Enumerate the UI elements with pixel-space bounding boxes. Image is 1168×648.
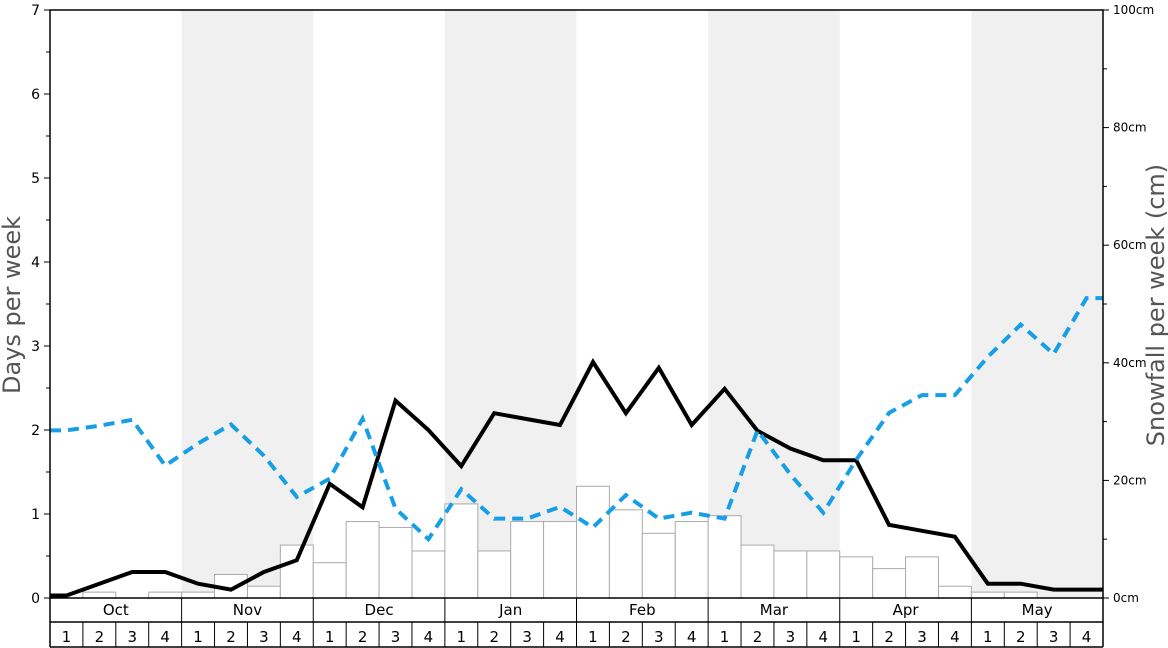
data-lines [50,296,1103,598]
week-label: 1 [588,628,598,646]
bar-week-14 [477,550,512,599]
month-shade-jan [444,10,577,598]
week-label: 3 [917,628,927,646]
y-axis-right: 0cm 20cm 40cm 60cm 80cm 100cm [1103,3,1154,605]
y-tick-label: 7 [31,3,40,19]
week-label: 2 [358,628,368,646]
bar-week-5 [181,591,216,599]
bar-week-17 [576,485,610,599]
week-label: 3 [259,628,269,646]
y2-tick-label: 100cm [1113,3,1154,17]
bar-week-10 [345,521,380,599]
week-label: 3 [127,628,137,646]
y-axis-title-left: Days per week [0,216,26,394]
week-label: 4 [819,628,829,646]
week-label: 2 [489,628,499,646]
bar-week-29 [970,591,1005,599]
y-tick-label: 4 [31,255,40,271]
bar-week-15 [510,521,545,599]
week-label: 1 [720,628,730,646]
y2-tick-label: 0cm [1113,591,1139,605]
y-tick-label: 2 [31,423,40,439]
month-label: Mar [760,601,789,619]
month-label: Apr [893,601,920,619]
week-label: 3 [391,628,401,646]
bar-week-25 [839,556,874,599]
month-label: Oct [103,601,129,619]
week-label: 2 [621,628,631,646]
y2-tick-label: 80cm [1113,121,1147,135]
week-label: 2 [1016,628,1026,646]
week-label: 1 [457,628,467,646]
bar-week-19 [641,532,676,599]
week-label: 1 [851,628,861,646]
week-label: 4 [160,628,170,646]
bar-week-30 [1003,591,1038,599]
bar-week-23 [773,550,808,599]
week-label: 3 [786,628,796,646]
month-shade-nov [181,10,314,598]
y2-tick-label: 20cm [1113,473,1147,487]
week-label: 4 [950,628,960,646]
y2-tick-label: 40cm [1113,356,1147,370]
y-axis-left: 0 1 2 3 4 5 6 7 [31,3,50,607]
y-tick-label: 0 [31,591,40,607]
month-label: Nov [233,601,262,619]
bar-week-27 [905,556,939,599]
week-label: 4 [292,628,302,646]
bar-week-9 [312,562,347,599]
week-label: 3 [654,628,664,646]
y-axis-title-right: Snowfall per week (cm) [1142,164,1168,446]
bar-week-28 [937,585,972,599]
y-tick-label: 3 [31,339,40,355]
month-label: May [1022,601,1053,619]
days-line [50,358,1103,598]
bar-week-8 [279,544,314,599]
week-label: 1 [62,628,72,646]
week-label: 4 [687,628,697,646]
month-label: Dec [365,601,394,619]
week-label: 4 [1082,628,1092,646]
bar-week-16 [543,521,577,599]
y-tick-label: 6 [31,87,40,103]
bar-week-21 [707,515,742,599]
bar-week-24 [806,550,841,599]
week-label: 1 [193,628,203,646]
week-label: 3 [1049,628,1059,646]
bar-week-4 [148,591,183,599]
bar-week-7 [246,585,281,599]
week-label: 2 [884,628,894,646]
week-label: 1 [983,628,993,646]
week-label: 4 [424,628,434,646]
bar-week-26 [872,568,907,599]
week-label: 3 [522,628,532,646]
bar-week-12 [411,550,446,599]
bar-week-20 [674,521,709,599]
week-label: 2 [226,628,236,646]
month-label: Jan [498,601,522,619]
bar-week-11 [378,526,413,599]
week-label: 4 [555,628,565,646]
snowfall-line [50,296,1103,543]
x-axis: Oct 1 2 3 4 Nov 1 2 3 4 Dec 1 2 3 4 Jan 1 2 3 4 Feb 1 2 3 4 Mar 1 2… [49,598,1104,648]
bar-week-2 [82,591,117,599]
week-label: 1 [325,628,335,646]
month-label: Feb [629,601,656,619]
bar-week-13 [444,503,479,599]
y2-tick-label: 60cm [1113,238,1147,252]
week-label: 2 [753,628,763,646]
days-per-week-bars [82,485,1038,599]
bar-week-22 [740,544,775,599]
y-tick-label: 1 [31,507,40,523]
bar-week-18 [608,509,643,599]
month-shading [181,10,1103,598]
y-tick-label: 5 [31,171,40,187]
week-label: 2 [95,628,105,646]
